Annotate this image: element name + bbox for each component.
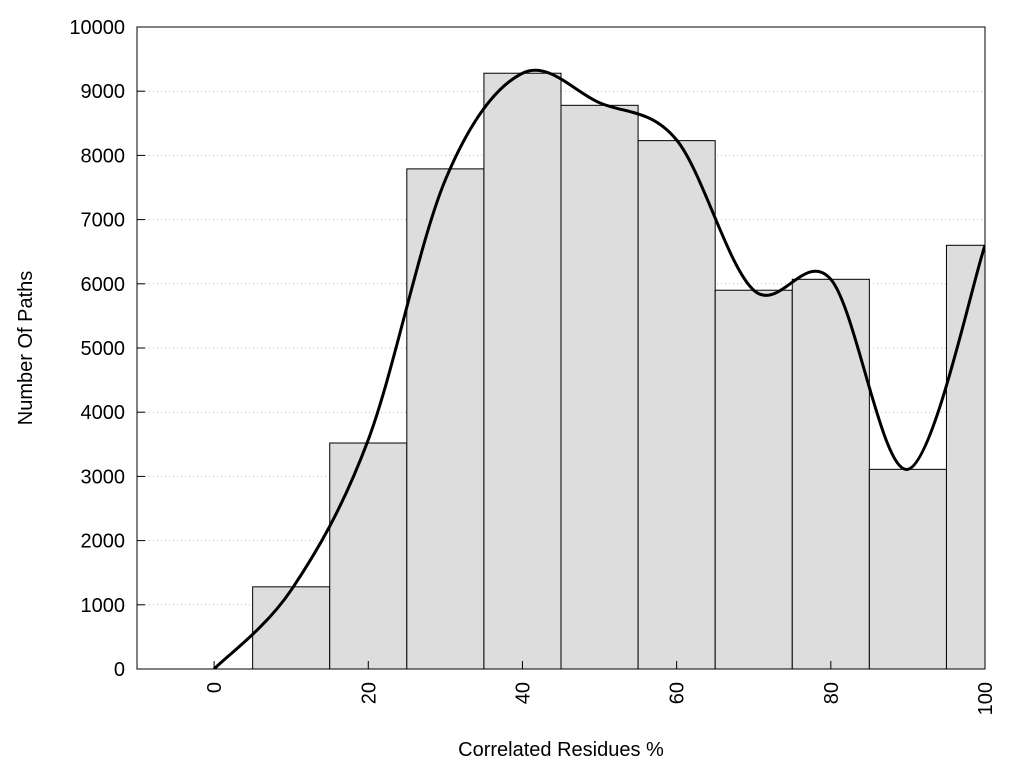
bar [637,140,716,669]
x-tick-label: 60 [667,682,689,704]
y-tick-label: 5000 [81,338,126,360]
x-axis-label: Correlated Residues % [458,739,664,761]
bar [406,168,485,669]
x-tick-label: 0 [204,682,226,693]
x-tick-label: 100 [975,682,997,715]
density-curve [213,68,985,669]
x-tick-label: 80 [821,682,843,704]
y-tick-label: 2000 [81,531,126,553]
y-tick-label: 7000 [81,210,126,232]
y-tick-label: 10000 [69,17,125,39]
x-tick-label: 40 [512,682,534,704]
y-tick-label: 3000 [81,466,126,488]
bar [483,72,562,669]
bar [252,586,331,669]
plot-area [137,27,985,669]
y-tick-label: 9000 [81,81,126,103]
bar [714,289,793,669]
y-tick-label: 6000 [81,274,126,296]
y-tick-label: 8000 [81,145,126,167]
bar [560,104,639,669]
bar [329,442,408,669]
y-tick-label: 0 [114,659,125,681]
y-tick-label: 4000 [81,402,126,424]
y-axis-label: Number Of Paths [15,271,37,426]
x-tick-label: 20 [358,682,380,704]
y-tick-label: 1000 [81,595,126,617]
bar [791,278,870,669]
bar [868,468,947,669]
